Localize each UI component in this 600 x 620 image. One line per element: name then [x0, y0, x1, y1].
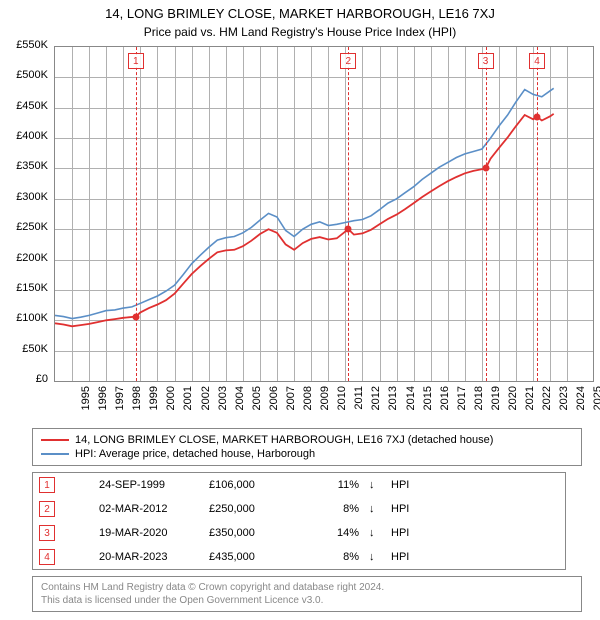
- x-tick-label: 2025: [592, 386, 600, 416]
- footer-line2: This data is licensed under the Open Gov…: [41, 594, 573, 607]
- row-hpi: HPI: [391, 479, 431, 491]
- y-tick-label: £550K: [0, 39, 48, 51]
- x-tick-label: 2024: [575, 386, 587, 416]
- x-tick-label: 2017: [456, 386, 468, 416]
- x-tick-label: 2015: [422, 386, 434, 416]
- footer-box: Contains HM Land Registry data © Crown c…: [32, 576, 582, 612]
- y-tick-label: £200K: [0, 252, 48, 264]
- row-hpi: HPI: [391, 551, 431, 563]
- footer-line1: Contains HM Land Registry data © Crown c…: [41, 581, 573, 594]
- chart-title: 14, LONG BRIMLEY CLOSE, MARKET HARBOROUG…: [0, 0, 600, 21]
- x-tick-label: 2010: [336, 386, 348, 416]
- sale-dot-1: [132, 313, 139, 320]
- row-marker: 1: [39, 477, 55, 493]
- y-tick-label: £250K: [0, 221, 48, 233]
- x-tick-label: 2000: [165, 386, 177, 416]
- row-hpi: HPI: [391, 527, 431, 539]
- x-tick-label: 2009: [319, 386, 331, 416]
- x-tick-label: 2004: [234, 386, 246, 416]
- row-pct: 8%: [309, 503, 359, 515]
- x-tick-label: 2011: [353, 386, 365, 416]
- x-tick-label: 1995: [80, 386, 92, 416]
- x-tick-label: 2007: [285, 386, 297, 416]
- x-tick-label: 2013: [387, 386, 399, 416]
- x-tick-label: 2006: [268, 386, 280, 416]
- down-arrow-icon: ↓: [369, 503, 381, 515]
- x-tick-label: 2019: [490, 386, 502, 416]
- sales-table: 1 24-SEP-1999 £106,000 11% ↓ HPI 2 02-MAR-2012 £…: [32, 472, 566, 570]
- sale-dot-4: [533, 113, 540, 120]
- x-tick-label: 2016: [439, 386, 451, 416]
- legend-item: HPI: Average price, detached house, Harb…: [41, 447, 573, 461]
- table-row: 3 19-MAR-2020 £350,000 14% ↓ HPI: [33, 521, 565, 545]
- y-tick-label: £50K: [0, 343, 48, 355]
- table-row: 2 02-MAR-2012 £250,000 8% ↓ HPI: [33, 497, 565, 521]
- row-date: 02-MAR-2012: [99, 503, 199, 515]
- y-tick-label: £450K: [0, 100, 48, 112]
- y-tick-label: £300K: [0, 191, 48, 203]
- chart-plot-area: 1 2 3 4: [54, 46, 594, 382]
- x-tick-label: 2002: [200, 386, 212, 416]
- row-price: £106,000: [209, 479, 299, 491]
- row-date: 19-MAR-2020: [99, 527, 199, 539]
- x-tick-label: 2018: [473, 386, 485, 416]
- row-date: 24-SEP-1999: [99, 479, 199, 491]
- row-pct: 8%: [309, 551, 359, 563]
- sale-marker-3: 3: [478, 53, 494, 69]
- y-tick-label: £150K: [0, 282, 48, 294]
- x-tick-label: 2014: [405, 386, 417, 416]
- y-tick-label: £100K: [0, 312, 48, 324]
- x-tick-label: 2023: [558, 386, 570, 416]
- y-tick-label: £400K: [0, 130, 48, 142]
- y-tick-label: £350K: [0, 160, 48, 172]
- x-tick-label: 1998: [131, 386, 143, 416]
- x-tick-label: 2005: [251, 386, 263, 416]
- x-tick-label: 2001: [182, 386, 194, 416]
- x-tick-label: 1999: [148, 386, 160, 416]
- x-tick-label: 1996: [97, 386, 109, 416]
- chart-subtitle: Price paid vs. HM Land Registry's House …: [0, 21, 600, 39]
- sale-vline-2: [348, 47, 349, 381]
- row-hpi: HPI: [391, 503, 431, 515]
- row-price: £250,000: [209, 503, 299, 515]
- legend-box: 14, LONG BRIMLEY CLOSE, MARKET HARBOROUG…: [32, 428, 582, 466]
- sale-marker-2: 2: [340, 53, 356, 69]
- x-tick-label: 2020: [507, 386, 519, 416]
- row-marker: 3: [39, 525, 55, 541]
- sale-marker-1: 1: [128, 53, 144, 69]
- row-marker: 2: [39, 501, 55, 517]
- x-tick-label: 2008: [302, 386, 314, 416]
- row-pct: 11%: [309, 479, 359, 491]
- row-price: £350,000: [209, 527, 299, 539]
- x-tick-label: 2021: [524, 386, 536, 416]
- sale-vline-3: [486, 47, 487, 381]
- row-date: 20-MAR-2023: [99, 551, 199, 563]
- table-row: 1 24-SEP-1999 £106,000 11% ↓ HPI: [33, 473, 565, 497]
- row-pct: 14%: [309, 527, 359, 539]
- down-arrow-icon: ↓: [369, 479, 381, 491]
- legend-swatch: [41, 439, 69, 441]
- sale-vline-4: [537, 47, 538, 381]
- legend-label: 14, LONG BRIMLEY CLOSE, MARKET HARBOROUG…: [75, 434, 493, 446]
- row-price: £435,000: [209, 551, 299, 563]
- down-arrow-icon: ↓: [369, 527, 381, 539]
- table-row: 4 20-MAR-2023 £435,000 8% ↓ HPI: [33, 545, 565, 569]
- sale-marker-4: 4: [529, 53, 545, 69]
- x-tick-label: 1997: [114, 386, 126, 416]
- x-tick-label: 2012: [370, 386, 382, 416]
- sale-dot-3: [482, 165, 489, 172]
- y-tick-label: £0: [0, 373, 48, 385]
- legend-label: HPI: Average price, detached house, Harb…: [75, 448, 315, 460]
- down-arrow-icon: ↓: [369, 551, 381, 563]
- sale-dot-2: [345, 226, 352, 233]
- legend-item: 14, LONG BRIMLEY CLOSE, MARKET HARBOROUG…: [41, 433, 573, 447]
- row-marker: 4: [39, 549, 55, 565]
- x-tick-label: 2022: [541, 386, 553, 416]
- legend-swatch: [41, 453, 69, 455]
- sale-vline-1: [136, 47, 137, 381]
- y-tick-label: £500K: [0, 69, 48, 81]
- x-tick-label: 2003: [217, 386, 229, 416]
